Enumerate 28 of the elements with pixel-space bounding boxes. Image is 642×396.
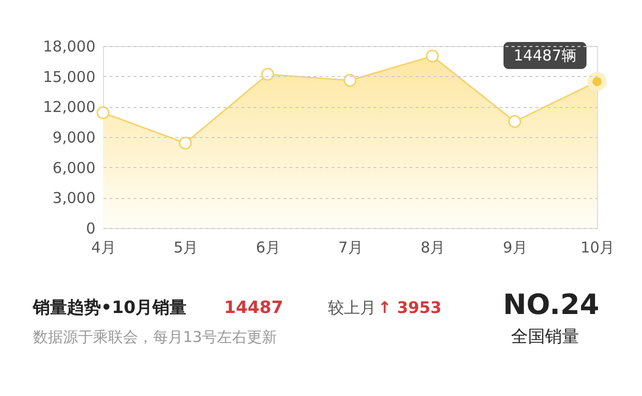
annotation: 14487辆 bbox=[514, 46, 576, 65]
point bbox=[96, 106, 110, 120]
y-tick-label: 0 bbox=[86, 220, 96, 238]
x-tick-label: 5月 bbox=[174, 238, 198, 256]
y-tick-label: 15,000 bbox=[43, 68, 96, 86]
y-tick-label: 6,000 bbox=[52, 158, 96, 177]
point bbox=[426, 50, 439, 63]
point bbox=[261, 68, 274, 81]
x-tick-label: 7月 bbox=[338, 238, 363, 256]
x-tick-label: 8月 bbox=[420, 238, 446, 256]
y-tick-label: 3,000 bbox=[52, 189, 96, 208]
text: 较上月 bbox=[328, 298, 376, 317]
x-tick-label: 10月 bbox=[580, 238, 615, 256]
text: 14487 bbox=[224, 298, 284, 318]
point bbox=[344, 74, 356, 87]
text: NO.24 bbox=[503, 288, 600, 321]
text: 数据源于乘联会，每月13号左右更新 bbox=[33, 328, 278, 346]
y-tick-label: 18,000 bbox=[43, 38, 96, 56]
point bbox=[508, 115, 522, 128]
y-tick-label: 12,000 bbox=[43, 98, 96, 116]
text: ↑ 3953 bbox=[378, 298, 442, 317]
x-tick-label: 9月 bbox=[502, 238, 528, 256]
text: 全国销量 bbox=[511, 327, 579, 347]
point bbox=[178, 136, 192, 150]
x-tick-label: 4月 bbox=[91, 238, 116, 256]
x-tick-label: 6月 bbox=[256, 238, 280, 256]
text: 销量趋势•10月销量 bbox=[32, 298, 187, 318]
y-tick-label: 9,000 bbox=[52, 128, 96, 146]
